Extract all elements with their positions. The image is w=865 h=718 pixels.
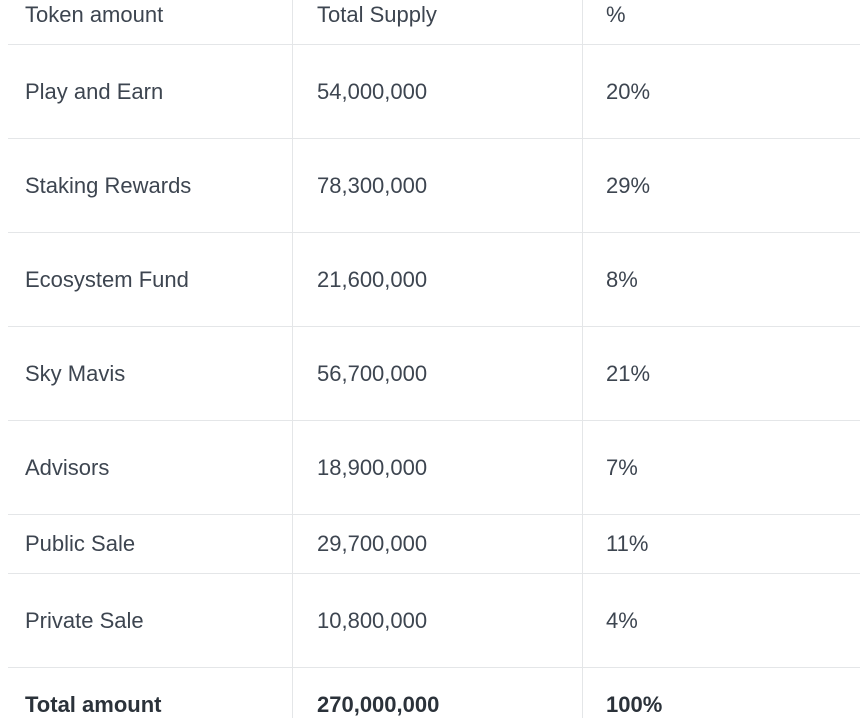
row-supply: 21,600,000 bbox=[292, 233, 582, 327]
token-allocation-table: Token amount Total Supply % Play and Ear… bbox=[8, 0, 860, 718]
row-percent: 4% bbox=[582, 574, 860, 668]
row-supply: 18,900,000 bbox=[292, 421, 582, 515]
row-name: Public Sale bbox=[8, 515, 292, 574]
row-percent: 20% bbox=[582, 45, 860, 139]
header-percent: % bbox=[582, 0, 860, 45]
row-percent: 29% bbox=[582, 139, 860, 233]
header-total-supply: Total Supply bbox=[292, 0, 582, 45]
total-name: Total amount bbox=[25, 692, 162, 717]
row-percent: 11% bbox=[582, 515, 860, 574]
row-percent: 21% bbox=[582, 327, 860, 421]
row-supply: 78,300,000 bbox=[292, 139, 582, 233]
total-percent: 100% bbox=[582, 668, 860, 718]
total-supply: 270,000,000 bbox=[292, 668, 582, 718]
header-token-amount: Token amount bbox=[8, 0, 292, 45]
row-percent: 8% bbox=[582, 233, 860, 327]
row-name: Play and Earn bbox=[8, 45, 292, 139]
row-name: Ecosystem Fund bbox=[8, 233, 292, 327]
row-supply: 29,700,000 bbox=[292, 515, 582, 574]
row-name: Sky Mavis bbox=[8, 327, 292, 421]
row-percent: 7% bbox=[582, 421, 860, 515]
row-supply: 54,000,000 bbox=[292, 45, 582, 139]
row-name: Staking Rewards bbox=[8, 139, 292, 233]
row-supply: 56,700,000 bbox=[292, 327, 582, 421]
row-supply: 10,800,000 bbox=[292, 574, 582, 668]
row-name: Private Sale bbox=[8, 574, 292, 668]
row-name: Advisors bbox=[8, 421, 292, 515]
